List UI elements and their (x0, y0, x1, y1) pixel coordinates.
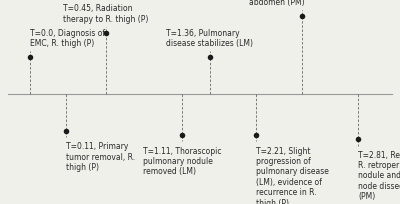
Text: T=1.36, Pulmonary
disease stabilizes (LM): T=1.36, Pulmonary disease stabilizes (LM… (166, 29, 254, 48)
Text: T=0.0, Diagnosis of
EMC, R. thigh (P): T=0.0, Diagnosis of EMC, R. thigh (P) (30, 29, 105, 48)
Text: T=2.21, Slight
progression of
pulmonary disease
(LM), evidence of
recurrence in : T=2.21, Slight progression of pulmonary … (256, 146, 329, 204)
Text: T=0.45, Radiation
therapy to R. thigh (P): T=0.45, Radiation therapy to R. thigh (P… (63, 4, 149, 23)
Text: T=2.81, Removal of
R. retroperitoneal
nodule and iliac
node dissection
(PM): T=2.81, Removal of R. retroperitoneal no… (358, 150, 400, 200)
Text: T=0.11, Primary
tumor removal, R.
thigh (P): T=0.11, Primary tumor removal, R. thigh … (66, 142, 135, 171)
Text: T=1.11, Thorascopic
pulmonary nodule
removed (LM): T=1.11, Thorascopic pulmonary nodule rem… (143, 146, 221, 175)
Text: T=2.70, Pulmonary disease
stabilizes (LM), evidence of
recurrence in R. thigh (P: T=2.70, Pulmonary disease stabilizes (LM… (250, 0, 354, 7)
